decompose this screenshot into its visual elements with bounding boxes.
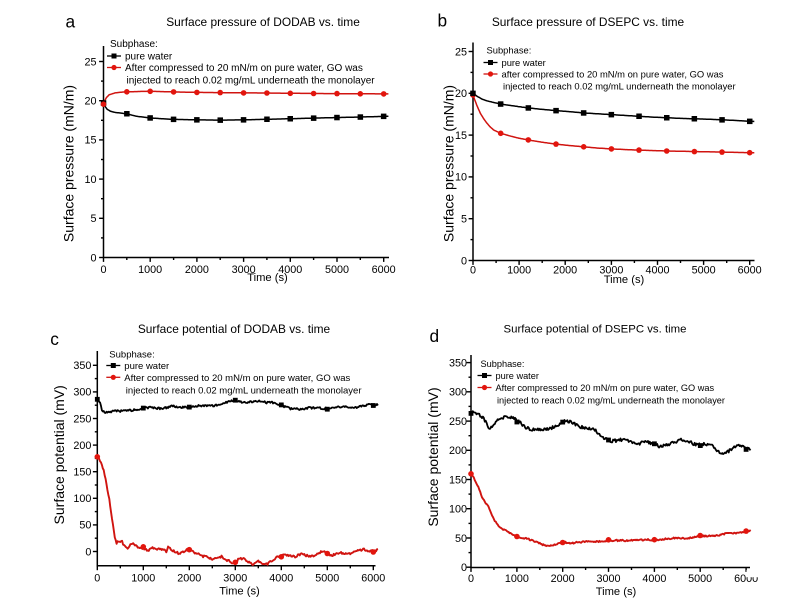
svg-text:0: 0 xyxy=(468,573,474,585)
svg-text:4000: 4000 xyxy=(645,265,669,277)
svg-text:200: 200 xyxy=(73,440,91,452)
svg-text:300: 300 xyxy=(73,387,91,399)
svg-text:6000: 6000 xyxy=(372,264,396,276)
svg-text:300: 300 xyxy=(449,387,467,399)
svg-text:350: 350 xyxy=(449,357,467,369)
svg-text:d: d xyxy=(430,326,440,346)
svg-text:Surface potential of DSEPC vs.: Surface potential of DSEPC vs. time xyxy=(504,324,687,336)
svg-text:4000: 4000 xyxy=(269,573,293,585)
svg-text:Time (s): Time (s) xyxy=(219,585,260,597)
svg-text:2000: 2000 xyxy=(185,264,209,276)
svg-text:injected to reach 0.02 mg/mL u: injected to reach 0.02 mg/mL underneath … xyxy=(126,385,362,396)
svg-text:2000: 2000 xyxy=(551,573,575,585)
svg-text:c: c xyxy=(50,329,59,349)
svg-text:100: 100 xyxy=(449,504,467,516)
svg-text:15: 15 xyxy=(455,130,467,142)
svg-text:25: 25 xyxy=(455,46,467,58)
svg-text:Time (s): Time (s) xyxy=(604,274,645,286)
svg-text:3000: 3000 xyxy=(223,573,247,585)
svg-text:5: 5 xyxy=(90,213,96,225)
svg-text:pure water: pure water xyxy=(496,371,539,381)
svg-text:Surface potential (mV): Surface potential (mV) xyxy=(51,385,67,524)
svg-text:1000: 1000 xyxy=(138,264,162,276)
svg-text:b: b xyxy=(438,10,448,30)
svg-text:After compressed to 20 mN/m on: After compressed to 20 mN/m on pure wate… xyxy=(125,63,363,74)
svg-text:Surface potential (mV): Surface potential (mV) xyxy=(425,387,441,526)
svg-text:0: 0 xyxy=(461,255,467,267)
svg-text:20: 20 xyxy=(84,96,96,108)
svg-text:a: a xyxy=(66,12,76,32)
svg-text:injected to reach 0.02 mg/mL u: injected to reach 0.02 mg/mL underneath … xyxy=(127,76,376,87)
svg-text:Surface pressure of DODAB vs.: Surface pressure of DODAB vs. time xyxy=(166,15,360,29)
svg-text:5: 5 xyxy=(461,214,467,226)
svg-text:injected to reach 0.02 mg/mL u: injected to reach 0.02 mg/mL underneath … xyxy=(503,81,736,92)
svg-text:pure water: pure water xyxy=(125,52,173,63)
svg-text:5000: 5000 xyxy=(315,573,339,585)
svg-text:After compressed to 20 mN/m on: After compressed to 20 mN/m on pure wate… xyxy=(124,373,350,384)
svg-text:pure water: pure water xyxy=(124,361,169,372)
svg-text:3000: 3000 xyxy=(232,264,256,276)
svg-text:4000: 4000 xyxy=(278,264,302,276)
svg-text:1000: 1000 xyxy=(505,573,529,585)
svg-text:4000: 4000 xyxy=(642,573,666,585)
svg-text:1000: 1000 xyxy=(131,573,155,585)
svg-text:15: 15 xyxy=(84,135,96,147)
svg-text:6000: 6000 xyxy=(738,265,762,277)
svg-text:Surface potential of DODAB vs.: Surface potential of DODAB vs. time xyxy=(138,322,331,336)
svg-text:100: 100 xyxy=(73,493,91,505)
svg-text:0: 0 xyxy=(94,573,100,585)
svg-text:Surface pressure of DSEPC vs.: Surface pressure of DSEPC vs. time xyxy=(492,15,685,29)
svg-text:5000: 5000 xyxy=(688,573,712,585)
svg-text:Surface pressure (mN/m): Surface pressure (mN/m) xyxy=(441,85,457,242)
svg-text:Surface pressure (mN/m): Surface pressure (mN/m) xyxy=(61,85,77,242)
svg-text:Subphase:: Subphase: xyxy=(487,45,532,56)
svg-text:0: 0 xyxy=(85,546,91,558)
svg-text:2000: 2000 xyxy=(177,573,201,585)
svg-text:0: 0 xyxy=(90,252,96,264)
svg-text:5000: 5000 xyxy=(325,264,349,276)
svg-text:5000: 5000 xyxy=(692,265,716,277)
svg-text:50: 50 xyxy=(79,520,91,532)
svg-text:0: 0 xyxy=(100,264,106,276)
svg-text:injected to reach 0.02 mg/mL u: injected to reach 0.02 mg/mL underneath … xyxy=(497,395,725,405)
svg-text:After compressed to 20 mN/m on: After compressed to 20 mN/m on pure wate… xyxy=(496,383,715,393)
svg-text:3000: 3000 xyxy=(596,573,620,585)
svg-text:6000: 6000 xyxy=(361,573,385,585)
svg-text:250: 250 xyxy=(449,416,467,428)
svg-text:250: 250 xyxy=(73,413,91,425)
svg-text:Subphase:: Subphase: xyxy=(110,39,158,50)
svg-text:350: 350 xyxy=(73,360,91,372)
svg-text:150: 150 xyxy=(73,467,91,479)
svg-text:Subphase:: Subphase: xyxy=(481,359,525,369)
svg-text:10: 10 xyxy=(84,174,96,186)
svg-text:10: 10 xyxy=(455,172,467,184)
svg-text:2000: 2000 xyxy=(553,265,577,277)
svg-text:pure water: pure water xyxy=(502,57,546,68)
svg-text:Time (s): Time (s) xyxy=(596,586,637,598)
svg-text:Time (s): Time (s) xyxy=(247,272,288,284)
svg-text:3000: 3000 xyxy=(599,265,623,277)
svg-text:20: 20 xyxy=(455,88,467,100)
svg-text:1000: 1000 xyxy=(507,265,531,277)
svg-text:0: 0 xyxy=(470,265,476,277)
svg-text:25: 25 xyxy=(84,56,96,68)
svg-text:Subphase:: Subphase: xyxy=(109,350,154,361)
svg-text:150: 150 xyxy=(449,474,467,486)
svg-text:50: 50 xyxy=(455,533,467,545)
svg-text:200: 200 xyxy=(449,445,467,457)
svg-text:after compressed to 20 mN/m on: after compressed to 20 mN/m on pure wate… xyxy=(502,69,724,80)
svg-text:0: 0 xyxy=(461,562,467,574)
